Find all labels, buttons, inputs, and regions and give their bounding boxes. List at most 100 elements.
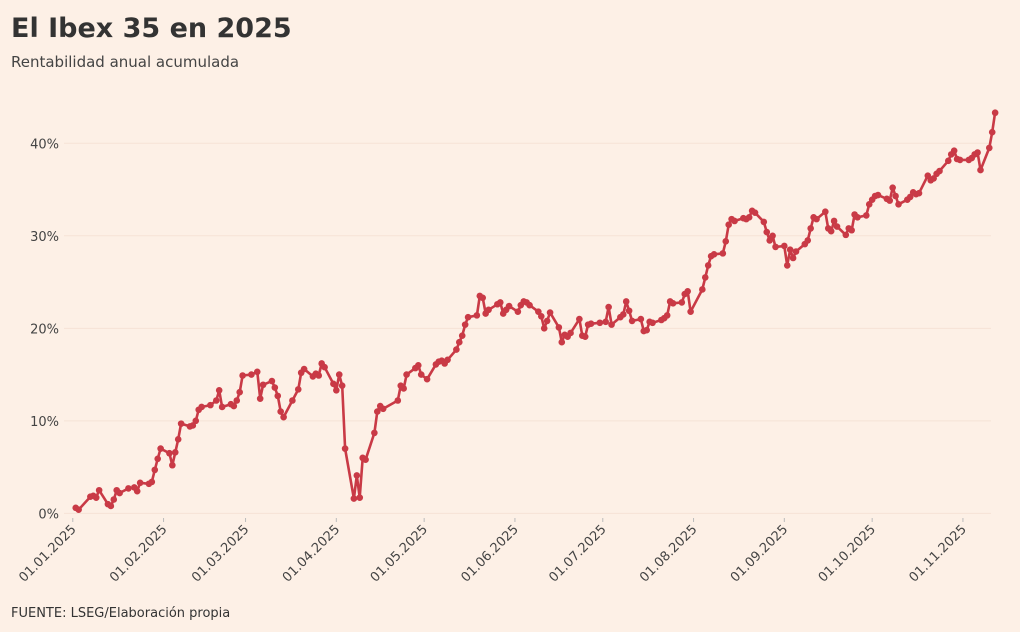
point [335, 371, 343, 378]
point [514, 308, 522, 315]
point [289, 397, 296, 404]
point [537, 312, 545, 320]
point [415, 362, 422, 369]
point [315, 372, 323, 379]
point [546, 309, 554, 316]
point [944, 157, 952, 165]
point [110, 496, 118, 503]
point [637, 315, 645, 323]
point [956, 156, 964, 164]
point [701, 274, 709, 281]
point [792, 248, 800, 255]
point [333, 387, 340, 394]
point [848, 226, 855, 234]
point [212, 397, 220, 404]
point [300, 365, 308, 373]
point [731, 217, 738, 225]
point [136, 479, 144, 487]
x-tick-label: 01.06.2025 [459, 522, 522, 585]
point [239, 372, 246, 379]
point [107, 502, 115, 510]
point [379, 405, 387, 413]
point [567, 329, 574, 337]
point [154, 455, 161, 463]
point [233, 397, 241, 404]
point [772, 243, 779, 251]
point [403, 371, 410, 378]
point [704, 262, 712, 269]
point [915, 189, 923, 197]
point [602, 318, 610, 326]
point [974, 149, 981, 156]
point [473, 312, 481, 319]
point [464, 313, 472, 321]
point [608, 321, 615, 328]
point [356, 494, 364, 501]
source: FUENTE: LSEG/Elaboración propia [11, 606, 230, 621]
point [874, 191, 882, 199]
point [174, 436, 182, 443]
point [444, 356, 451, 364]
point [745, 213, 753, 221]
point [936, 167, 943, 175]
point [453, 346, 460, 353]
point [198, 403, 205, 411]
point [543, 317, 551, 325]
point [417, 371, 425, 378]
point [763, 228, 771, 236]
x-tick-label: 01.05.2025 [368, 522, 431, 585]
point [830, 217, 838, 225]
point [842, 231, 850, 239]
point [458, 332, 466, 340]
point [807, 225, 814, 232]
chart-subtitle: Rentabilidad anual acumulada [11, 53, 239, 71]
point [863, 212, 870, 219]
point [461, 321, 469, 328]
point [157, 445, 164, 452]
x-tick-label: 01.03.2025 [189, 522, 252, 585]
point [353, 472, 361, 479]
point [236, 388, 243, 396]
point [587, 320, 595, 327]
point [886, 197, 894, 204]
point [505, 302, 513, 310]
point [988, 128, 996, 136]
point [259, 381, 267, 389]
point [362, 456, 369, 464]
point [166, 449, 173, 457]
x-tick-label: 01.08.2025 [637, 522, 700, 585]
point [991, 109, 999, 117]
point [699, 286, 706, 293]
point [625, 307, 633, 315]
y-tick-label: 30% [30, 230, 59, 245]
point [423, 375, 431, 383]
x-tick-label: 01.02.2025 [107, 522, 170, 585]
point [277, 408, 284, 415]
y-tick-label: 40% [30, 137, 59, 152]
point [833, 223, 841, 230]
point [678, 299, 686, 306]
point [280, 413, 287, 421]
point [92, 494, 100, 501]
point [622, 298, 630, 305]
point [827, 227, 835, 235]
point [719, 250, 727, 257]
point [330, 380, 337, 388]
point [710, 250, 718, 258]
y-tick-label: 10% [30, 415, 59, 430]
point [171, 449, 179, 456]
point [783, 262, 791, 269]
point [786, 246, 794, 253]
point [215, 387, 223, 394]
x-tick-label: 01.09.2025 [728, 522, 791, 585]
point [663, 312, 671, 319]
point [760, 218, 768, 226]
point [274, 392, 282, 400]
point [722, 238, 730, 245]
point [294, 386, 302, 393]
point [804, 237, 812, 244]
chart-title: El Ibex 35 en 2025 [11, 13, 292, 44]
point [649, 319, 656, 327]
